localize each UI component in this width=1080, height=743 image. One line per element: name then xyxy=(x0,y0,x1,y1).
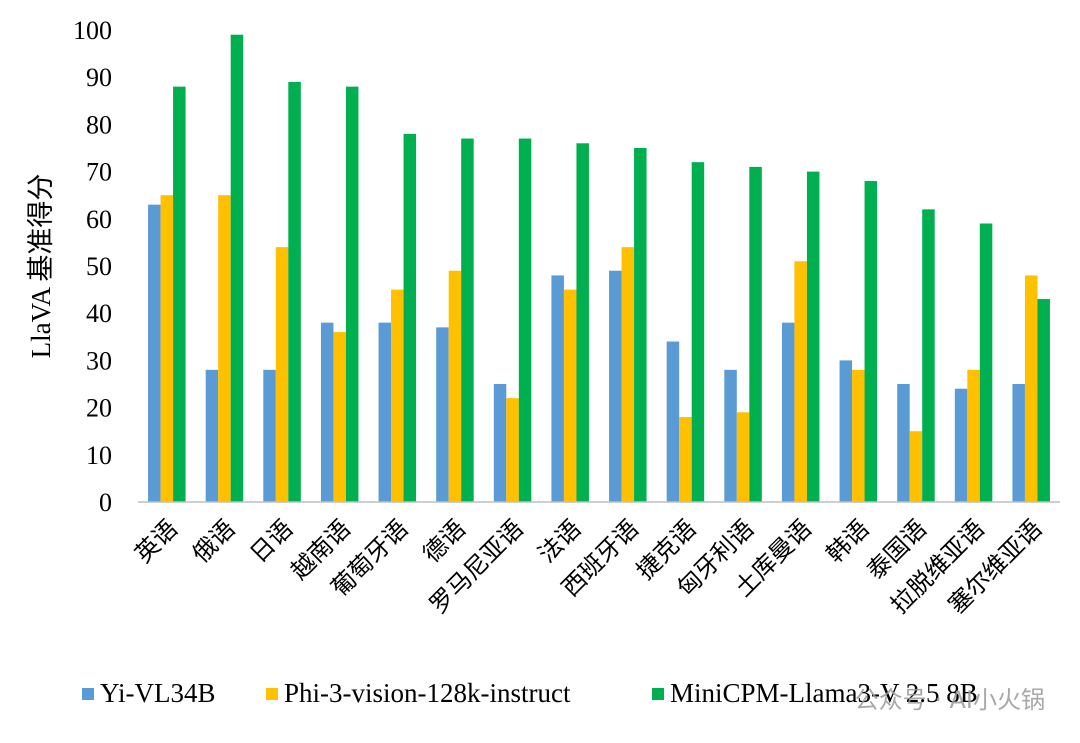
bar-group xyxy=(378,133,417,502)
bar-group xyxy=(724,166,762,502)
bar xyxy=(864,181,878,503)
bar xyxy=(621,247,635,502)
bar xyxy=(288,81,301,503)
bar xyxy=(576,143,589,502)
bar xyxy=(806,171,820,502)
legend-item: MiniCPM-Llama3-V 2.5 8B xyxy=(652,678,978,708)
y-axis-ticks: 0 10 20 30 40 50 60 70 80 90 100 xyxy=(73,16,112,517)
bar xyxy=(691,162,705,502)
bar-group xyxy=(666,162,705,502)
bar xyxy=(518,138,532,502)
bar xyxy=(506,398,519,502)
legend-item: Yi-VL34B xyxy=(82,678,216,708)
bar-group xyxy=(493,138,532,502)
bar xyxy=(909,431,923,502)
bar xyxy=(448,270,462,502)
bar xyxy=(436,327,449,502)
bar xyxy=(205,369,219,502)
legend: Yi-VL34B Phi-3-vision-128k-instruct MiniCP… xyxy=(82,678,978,708)
y-tick-label: 80 xyxy=(86,110,112,139)
bar xyxy=(634,148,647,502)
bar-group xyxy=(897,209,935,503)
bar xyxy=(736,412,750,502)
bar xyxy=(403,133,417,502)
bar-group xyxy=(839,181,878,503)
y-tick-label: 20 xyxy=(86,394,112,423)
bar xyxy=(839,360,853,502)
bar xyxy=(967,369,980,502)
legend-swatch xyxy=(652,688,664,700)
bar xyxy=(679,417,692,502)
bar xyxy=(749,166,762,502)
bar xyxy=(275,247,289,502)
bar xyxy=(563,289,577,502)
y-tick-label: 90 xyxy=(86,63,112,92)
bar-group xyxy=(205,34,244,502)
bar xyxy=(979,223,993,502)
legend-label: MiniCPM-Llama3-V 2.5 8B xyxy=(670,678,978,708)
bar xyxy=(551,275,564,502)
bar xyxy=(1012,384,1025,502)
y-tick-label: 100 xyxy=(73,16,112,45)
bar xyxy=(794,261,807,502)
legend-label: Yi-VL34B xyxy=(100,678,216,708)
bar xyxy=(852,369,865,502)
watermark-text: 公众号 · AI小火锅 xyxy=(855,686,1045,714)
y-tick-label: 60 xyxy=(86,205,112,234)
legend-swatch xyxy=(82,688,94,700)
bar-group xyxy=(551,143,589,502)
bar-group xyxy=(609,148,647,502)
bar xyxy=(461,138,474,502)
bar xyxy=(263,369,276,502)
bar-group xyxy=(1012,275,1050,502)
y-tick-label: 70 xyxy=(86,158,112,187)
bar-group xyxy=(781,171,820,502)
bar xyxy=(218,195,231,502)
bar xyxy=(378,322,392,502)
x-tick-label: 俄语 xyxy=(187,514,241,568)
legend-item: Phi-3-vision-128k-instruct xyxy=(266,678,571,708)
bar xyxy=(493,384,507,502)
bar-group xyxy=(148,86,186,502)
y-tick-label: 10 xyxy=(86,441,112,470)
bar xyxy=(781,322,795,502)
y-tick-label: 50 xyxy=(86,252,112,281)
bar xyxy=(1037,299,1050,502)
bar-group xyxy=(436,138,474,502)
bar xyxy=(897,384,910,502)
bars xyxy=(148,34,1050,503)
legend-swatch xyxy=(266,688,278,700)
bar xyxy=(954,388,968,502)
x-tick-label: 英语 xyxy=(129,514,183,568)
bar xyxy=(666,341,680,502)
bar-group xyxy=(320,86,359,502)
bar xyxy=(609,270,622,502)
bar-group xyxy=(263,81,301,503)
y-tick-label: 40 xyxy=(86,299,112,328)
bar xyxy=(320,322,334,502)
bar xyxy=(1024,275,1038,502)
bar xyxy=(230,34,244,502)
bar xyxy=(391,289,404,502)
bar xyxy=(148,204,161,502)
y-tick-label: 0 xyxy=(99,488,112,517)
y-axis-title: LlaVA 基准得分 xyxy=(26,174,56,359)
bar xyxy=(333,332,346,502)
bar xyxy=(345,86,359,502)
bar xyxy=(922,209,935,503)
bar xyxy=(724,369,737,502)
bar xyxy=(160,195,174,502)
y-tick-label: 30 xyxy=(86,346,112,375)
legend-label: Phi-3-vision-128k-instruct xyxy=(284,678,571,708)
y-axis-label: LlaVA 基准得分 xyxy=(26,174,56,359)
bar xyxy=(173,86,186,502)
bar-group xyxy=(954,223,993,502)
